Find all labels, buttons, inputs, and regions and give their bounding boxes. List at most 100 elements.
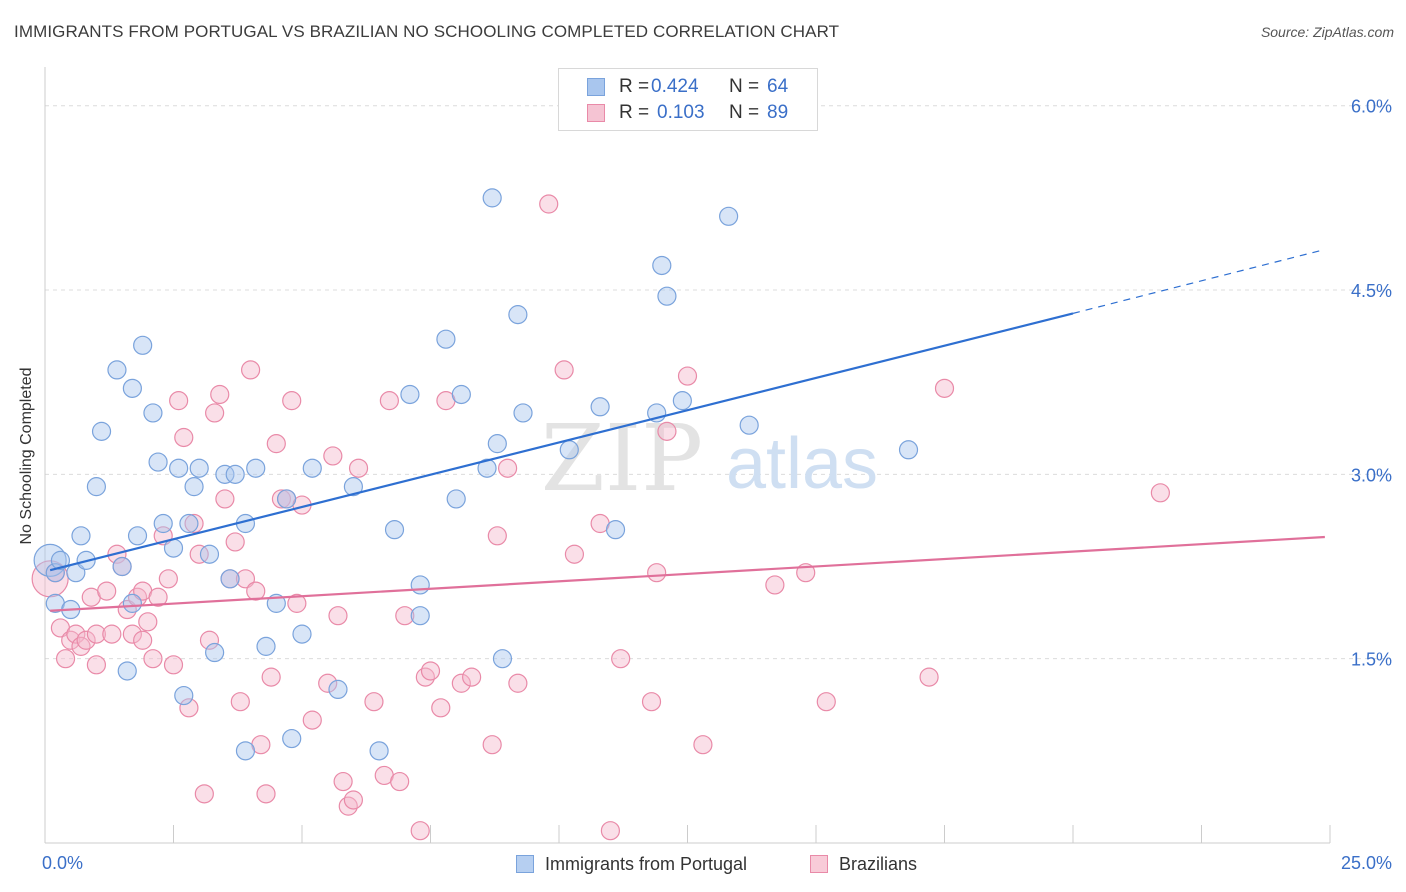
data-point [559, 440, 579, 460]
series-brazilians [31, 194, 1170, 841]
data-point [215, 489, 235, 509]
data-point [205, 403, 225, 423]
data-point [184, 477, 204, 497]
data-point [395, 606, 415, 626]
trend-line-extension [1072, 248, 1326, 314]
data-point [816, 692, 836, 712]
data-point [50, 550, 71, 570]
data-point [91, 421, 112, 441]
data-point [143, 649, 163, 669]
data-point [369, 741, 389, 761]
axes [44, 67, 1331, 844]
data-point [647, 563, 667, 583]
data-point [230, 692, 250, 712]
y-tick-label: 3.0% [1351, 465, 1392, 485]
data-point [719, 206, 739, 226]
n-label: N = [729, 76, 760, 97]
data-point [343, 790, 363, 810]
data-point [677, 366, 698, 386]
data-point [657, 421, 677, 441]
r-label: R = [619, 76, 650, 97]
data-point [492, 649, 513, 669]
data-point [898, 440, 919, 460]
data-point [235, 741, 256, 761]
data-point [436, 329, 456, 349]
data-point [739, 415, 759, 435]
data-point [102, 624, 122, 644]
data-point [153, 513, 173, 534]
data-point [148, 587, 168, 607]
data-point [390, 771, 410, 792]
data-point [282, 391, 302, 411]
n-value: 89 [767, 102, 789, 123]
data-point [55, 649, 76, 669]
data-point [287, 593, 307, 613]
data-point [1150, 483, 1170, 503]
data-point [415, 667, 435, 687]
data-point [112, 556, 132, 577]
data-point [451, 384, 471, 405]
data-point [600, 821, 621, 841]
x-tick-label: 25.0% [1341, 853, 1392, 873]
data-point [410, 575, 430, 595]
data-point [169, 458, 189, 478]
data-point [189, 458, 209, 478]
legend-row-brazilians: R = 0.103 N = 89 [587, 101, 817, 125]
data-point [76, 630, 96, 650]
data-point [590, 397, 610, 417]
data-point [179, 698, 199, 718]
data-point [919, 667, 939, 687]
data-point [482, 735, 502, 755]
data-point [765, 575, 785, 595]
data-point [384, 520, 405, 540]
data-point [122, 593, 142, 613]
data-point [169, 391, 189, 411]
tick-labels: 1.5% 3.0% 4.5% 6.0% 0.0% 25.0% [42, 97, 1392, 873]
data-point [672, 391, 692, 411]
watermark: ZIP atlas [541, 405, 878, 512]
data-point [174, 427, 194, 448]
data-point [657, 286, 677, 306]
chart-title: IMMIGRANTS FROM PORTUGAL VS BRAZILIAN NO… [14, 22, 840, 41]
data-point [343, 477, 363, 497]
r-value: 0.424 [651, 76, 699, 97]
y-tick-label: 4.5% [1351, 281, 1392, 301]
data-point [641, 692, 662, 712]
data-point [611, 649, 631, 669]
data-point [220, 569, 240, 589]
data-point [302, 710, 322, 730]
legend-row-portugal: R = 0.424 N = 64 [587, 75, 817, 99]
data-point [179, 513, 199, 534]
blue-swatch [516, 855, 534, 873]
watermark-zip: ZIP [541, 405, 703, 512]
trend-line [50, 535, 1325, 612]
n-value: 64 [767, 76, 789, 97]
data-point [122, 378, 142, 398]
data-point [143, 403, 163, 423]
data-point [266, 434, 286, 454]
data-point [564, 544, 585, 564]
data-point [184, 513, 204, 534]
trend-line [49, 312, 1074, 572]
data-point [133, 630, 153, 650]
data-point [276, 489, 297, 509]
data-point [477, 458, 497, 478]
data-point [318, 673, 338, 693]
legend-item-brazilians: Brazilians [810, 852, 917, 876]
legend-item-portugal: Immigrants from Portugal [516, 852, 747, 876]
data-point [71, 636, 91, 656]
blue-swatch [587, 78, 605, 96]
data-point [133, 335, 153, 355]
data-point [97, 581, 117, 601]
r-label: R = [619, 102, 650, 123]
data-point [338, 796, 358, 816]
data-point [431, 698, 451, 718]
data-point [364, 692, 384, 712]
data-point [148, 452, 168, 472]
pink-swatch [810, 855, 828, 873]
data-point [241, 360, 261, 380]
data-point [246, 581, 266, 601]
data-point [410, 606, 430, 626]
data-point [246, 458, 266, 478]
